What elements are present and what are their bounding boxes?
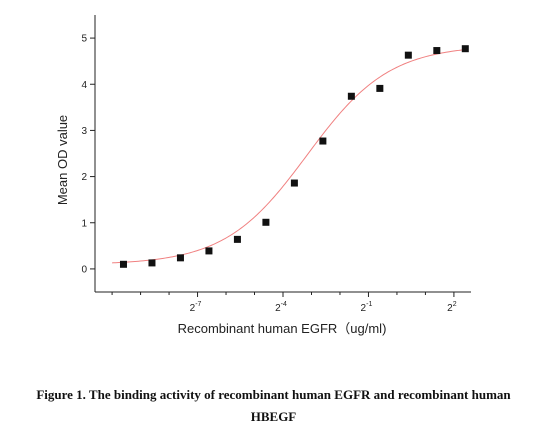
- y-tick-label: 3: [81, 126, 87, 137]
- data-point: [233, 235, 241, 243]
- x-tick-exponent: -7: [195, 301, 201, 308]
- data-point: [262, 218, 270, 226]
- y-tick-label: 2: [81, 172, 87, 183]
- x-tick-label: 2-4: [275, 301, 287, 314]
- x-ticks: 2-7 2-4 2-1 22: [111, 292, 457, 314]
- data-point: [461, 45, 469, 53]
- data-points: [119, 45, 469, 268]
- x-tick-base: 2: [447, 303, 453, 314]
- x-tick-base: 2: [190, 303, 196, 314]
- fit-curve: [112, 49, 466, 264]
- x-tick-label: 22: [447, 301, 457, 314]
- figure-caption: Figure 1. The binding activity of recomb…: [10, 384, 537, 428]
- data-point: [376, 84, 384, 92]
- x-tick-base: 2: [275, 303, 281, 314]
- data-point: [319, 137, 327, 145]
- y-axis-title: Mean OD value: [55, 115, 70, 205]
- y-ticks: 0 1 2 3 4 5: [81, 34, 95, 275]
- y-tick-label: 0: [81, 264, 87, 275]
- y-tick-label: 1: [81, 218, 87, 229]
- axes: [94, 15, 471, 293]
- x-tick-exponent: -4: [281, 301, 287, 308]
- x-axis-title: Recombinant human EGFR（ug/ml): [178, 321, 387, 336]
- caption-line-1: Figure 1. The binding activity of recomb…: [36, 387, 511, 402]
- data-point: [290, 179, 298, 187]
- x-tick-exponent: 2: [453, 301, 457, 308]
- y-tick-label: 5: [81, 34, 87, 45]
- data-point: [205, 247, 213, 255]
- data-point: [119, 260, 127, 268]
- caption-line-2: HBEGF: [250, 409, 297, 424]
- x-tick-label: 2-7: [190, 301, 202, 314]
- y-tick-label: 4: [81, 80, 87, 91]
- x-tick-exponent: -1: [366, 301, 372, 308]
- data-point: [148, 259, 156, 267]
- data-point: [404, 51, 412, 59]
- x-tick-base: 2: [361, 303, 367, 314]
- data-point: [176, 254, 184, 262]
- data-point: [433, 47, 441, 55]
- data-point: [347, 92, 355, 100]
- x-tick-label: 2-1: [361, 301, 373, 314]
